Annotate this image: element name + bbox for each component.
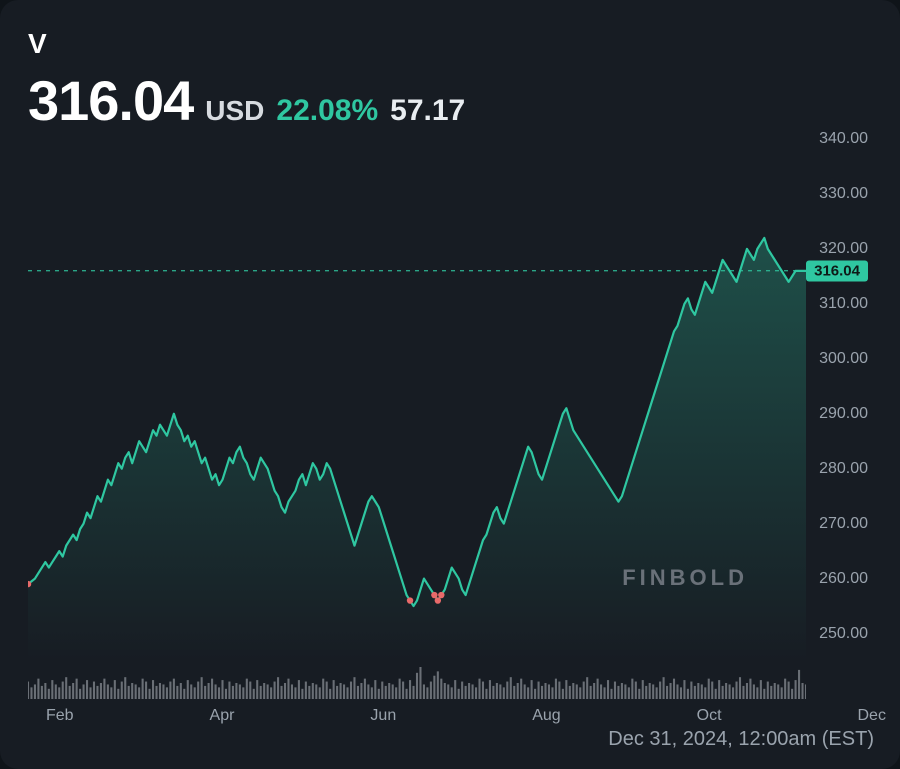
absolute-change: 57.17 [390,94,465,128]
y-tick-label: 320.00 [819,240,868,258]
price-value: 316.04 [28,68,193,133]
x-tick-label: Apr [210,707,235,725]
price-row: 316.04 USD 22.08% 57.17 [28,68,876,133]
y-tick-label: 300.00 [819,350,868,368]
y-tick-label: 340.00 [819,130,868,148]
x-tick-label: Dec [857,707,885,725]
watermark-text: FINBOLD [622,565,748,591]
x-tick-label: Feb [46,707,74,725]
y-tick-label: 330.00 [819,185,868,203]
y-tick-label: 260.00 [819,570,868,588]
x-tick-label: Jun [370,707,396,725]
x-axis-labels: Feb Apr Jun Aug Oct Dec [28,699,900,725]
y-tick-label: 250.00 [819,625,868,643]
ticker-symbol: V [28,28,876,60]
chart-area: 250.00 260.00 270.00 280.00 290.00 300.00 310.… [28,139,868,699]
chart-card: V 316.04 USD 22.08% 57.17 250.00 260.00 27… [0,0,900,769]
y-tick-label: 310.00 [819,295,868,313]
current-price-badge: 316.04 [806,260,868,281]
x-tick-label: Oct [697,707,722,725]
x-tick-label: Aug [532,707,560,725]
percent-change: 22.08% [276,94,378,128]
y-axis-labels: 250.00 260.00 270.00 280.00 290.00 300.00 310.… [806,139,868,699]
price-chart-svg [28,139,806,699]
timestamp-label: Dec 31, 2024, 12:00am (EST) [608,728,874,751]
y-tick-label: 280.00 [819,460,868,478]
currency-label: USD [205,95,264,127]
y-tick-label: 270.00 [819,515,868,533]
y-tick-label: 290.00 [819,405,868,423]
